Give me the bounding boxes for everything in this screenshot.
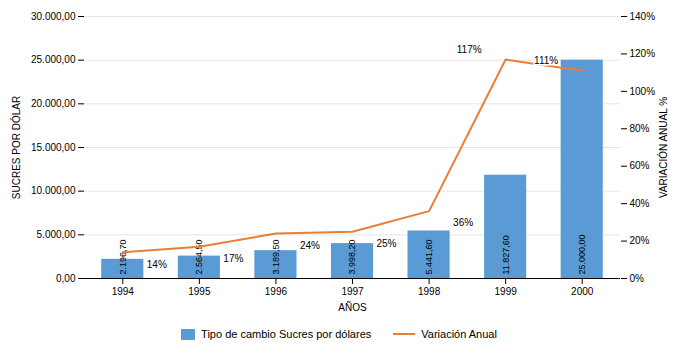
- svg-text:1999: 1999: [495, 286, 518, 297]
- svg-text:11.827,60: 11.827,60: [501, 235, 511, 274]
- svg-text:5.441,60: 5.441,60: [424, 239, 434, 274]
- svg-text:140%: 140%: [630, 11, 656, 22]
- svg-text:120%: 120%: [630, 48, 656, 59]
- svg-text:10.000,00: 10.000,00: [31, 185, 76, 196]
- svg-text:80%: 80%: [630, 123, 650, 134]
- svg-text:14%: 14%: [147, 259, 167, 270]
- svg-text:40%: 40%: [630, 198, 650, 209]
- html-text:Tipo de cambio Sucres por dóla: Tipo de cambio Sucres por dólares: [201, 328, 372, 340]
- svg-text:25.000,00: 25.000,00: [31, 54, 76, 65]
- svg-text:3.998,20: 3.998,20: [347, 239, 357, 274]
- svg-text:SUCRES POR DÓLAR: SUCRES POR DÓLAR: [10, 96, 22, 199]
- svg-text:AÑOS: AÑOS: [338, 301, 367, 313]
- svg-text:1997: 1997: [341, 286, 364, 297]
- svg-text:15.000,00: 15.000,00: [31, 142, 76, 153]
- html-text:Variación Anual: Variación Anual: [421, 328, 497, 340]
- svg-text:60%: 60%: [630, 160, 650, 171]
- svg-text:100%: 100%: [630, 86, 656, 97]
- svg-text:25.000,00: 25.000,00: [577, 234, 587, 274]
- svg-text:VARIACIÓN ANUAL %: VARIACIÓN ANUAL %: [657, 97, 669, 198]
- svg-text:2.196,70: 2.196,70: [118, 239, 128, 274]
- svg-text:1994: 1994: [112, 286, 135, 297]
- svg-text:36%: 36%: [453, 217, 473, 228]
- svg-text:2.564,50: 2.564,50: [194, 239, 204, 274]
- svg-text:1998: 1998: [418, 286, 441, 297]
- svg-text:0,00: 0,00: [56, 273, 76, 284]
- svg-text:1996: 1996: [265, 286, 288, 297]
- svg-text:0%: 0%: [630, 273, 645, 284]
- svg-text:117%: 117%: [457, 44, 482, 55]
- svg-text:5.000,00: 5.000,00: [37, 229, 76, 240]
- svg-text:3.189,50: 3.189,50: [271, 239, 281, 274]
- svg-text:2000: 2000: [571, 286, 594, 297]
- svg-text:30.000,00: 30.000,00: [31, 11, 76, 22]
- svg-text:20%: 20%: [630, 235, 650, 246]
- svg-text:17%: 17%: [223, 253, 243, 264]
- svg-text:20.000,00: 20.000,00: [31, 98, 76, 109]
- svg-text:1995: 1995: [188, 286, 211, 297]
- svg-text:25%: 25%: [377, 238, 397, 249]
- svg-text:24%: 24%: [300, 240, 320, 251]
- svg-text:111%: 111%: [534, 55, 558, 66]
